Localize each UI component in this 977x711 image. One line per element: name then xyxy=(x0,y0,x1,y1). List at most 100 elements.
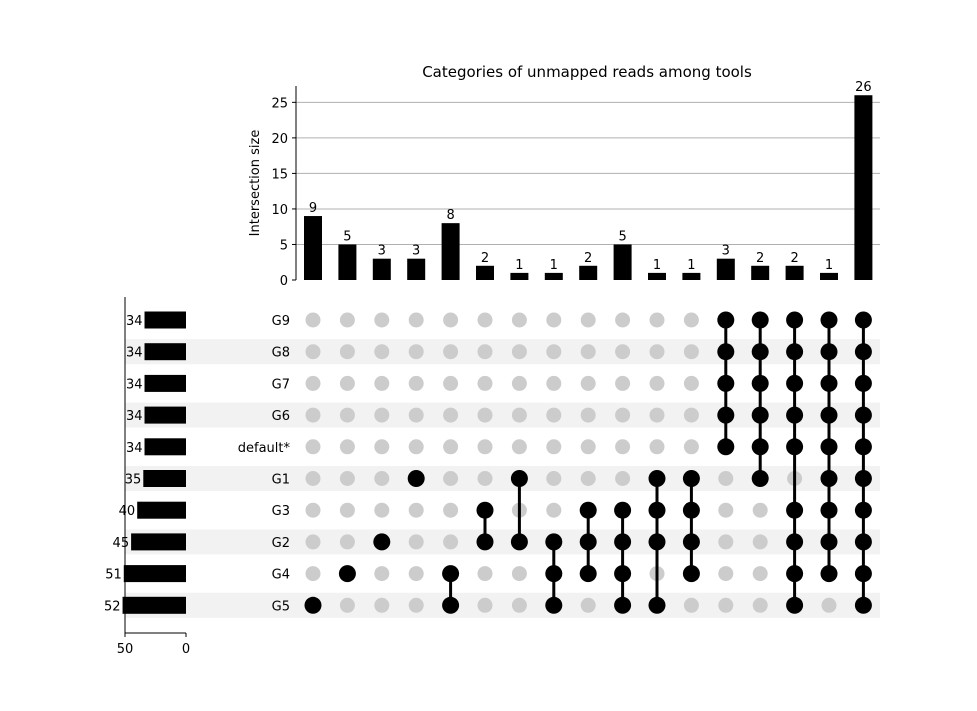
active-dot xyxy=(682,501,700,519)
active-dot xyxy=(751,311,769,329)
intersection-bar xyxy=(579,265,598,280)
active-dot xyxy=(820,565,838,583)
active-dot xyxy=(854,533,872,551)
inactive-dot xyxy=(615,471,631,486)
inactive-dot xyxy=(443,375,459,391)
inactive-dot xyxy=(615,312,631,328)
inactive-dot xyxy=(374,344,390,360)
set-size-label: 52 xyxy=(104,599,121,614)
set-size-bar xyxy=(131,533,186,551)
active-dot xyxy=(751,470,769,487)
active-dot xyxy=(854,311,872,329)
inactive-dot xyxy=(580,439,596,455)
active-dot xyxy=(407,470,425,487)
active-dot xyxy=(786,596,804,614)
inactive-dot xyxy=(408,566,424,582)
active-dot xyxy=(854,374,872,392)
active-dot xyxy=(717,374,735,392)
set-size-bar xyxy=(123,565,186,583)
inactive-dot xyxy=(580,375,596,391)
bar-value-label: 26 xyxy=(855,80,872,95)
inactive-dot xyxy=(546,344,562,360)
active-dot xyxy=(648,501,666,519)
inactive-dot xyxy=(305,566,321,582)
inactive-dot xyxy=(477,439,493,455)
inactive-dot xyxy=(649,439,665,455)
active-dot xyxy=(442,596,460,614)
intersection-bar xyxy=(716,258,735,280)
inactive-dot xyxy=(649,312,665,328)
set-label: G3 xyxy=(272,504,290,519)
intersection-bar xyxy=(785,265,804,280)
inactive-dot xyxy=(408,502,424,518)
intersection-bar xyxy=(682,272,701,280)
active-dot xyxy=(545,596,563,614)
active-dot xyxy=(751,438,769,456)
inactive-dot xyxy=(683,597,699,613)
y-axis-label: Intersection size xyxy=(248,130,263,237)
set-size-label: 45 xyxy=(113,536,130,551)
inactive-dot xyxy=(718,566,734,582)
bar-value-label: 9 xyxy=(309,201,317,216)
active-dot xyxy=(751,406,769,424)
active-dot xyxy=(648,596,666,614)
set-label: G9 xyxy=(272,314,290,329)
inactive-dot xyxy=(752,502,768,518)
inactive-dot xyxy=(615,439,631,455)
inactive-dot xyxy=(443,471,459,486)
active-dot xyxy=(682,565,700,583)
active-dot xyxy=(854,438,872,456)
intersection-bar xyxy=(476,265,494,280)
bar-value-label: 1 xyxy=(653,258,661,273)
active-dot xyxy=(717,311,735,329)
active-dot xyxy=(820,343,838,361)
set-size-label: 34 xyxy=(126,441,143,456)
bar-value-label: 5 xyxy=(343,229,351,244)
intersection-bar xyxy=(751,265,770,280)
inactive-dot xyxy=(477,566,493,582)
set-size-bar xyxy=(144,311,186,329)
inactive-dot xyxy=(511,597,527,613)
inactive-dot xyxy=(580,407,596,423)
inactive-dot xyxy=(374,439,390,455)
inactive-dot xyxy=(477,597,493,613)
set-size-label: 51 xyxy=(105,568,122,583)
set-label: G6 xyxy=(272,409,290,424)
intersection-bar xyxy=(304,216,322,280)
inactive-dot xyxy=(615,407,631,423)
bar-value-label: 1 xyxy=(825,258,833,273)
inactive-dot xyxy=(546,502,562,518)
inactive-dot xyxy=(339,534,355,550)
intersection-bar xyxy=(854,95,873,280)
active-dot xyxy=(476,533,494,551)
inactive-dot xyxy=(339,597,355,613)
active-dot xyxy=(820,438,838,456)
inactive-dot xyxy=(649,407,665,423)
inactive-dot xyxy=(408,534,424,550)
inactive-dot xyxy=(477,407,493,423)
y-tick-label: 5 xyxy=(280,238,288,253)
inactive-dot xyxy=(408,344,424,360)
inactive-dot xyxy=(305,502,321,518)
inactive-dot xyxy=(443,312,459,328)
bar-value-label: 2 xyxy=(481,251,489,266)
active-dot xyxy=(820,533,838,551)
set-label: default* xyxy=(238,441,291,456)
inactive-dot xyxy=(718,471,734,486)
active-dot xyxy=(786,501,804,519)
active-dot xyxy=(614,501,632,519)
inactive-dot xyxy=(511,407,527,423)
inactive-dot xyxy=(339,407,355,423)
active-dot xyxy=(476,501,494,519)
intersection-bar xyxy=(441,223,460,280)
set-label: G5 xyxy=(272,599,290,614)
active-dot xyxy=(579,501,597,519)
bar-value-label: 2 xyxy=(756,251,764,266)
set-size-label: 35 xyxy=(125,473,142,488)
active-dot xyxy=(682,470,700,487)
inactive-dot xyxy=(443,502,459,518)
active-dot xyxy=(545,533,563,551)
inactive-dot xyxy=(683,407,699,423)
intersection-bar xyxy=(820,272,838,280)
active-dot xyxy=(373,533,391,551)
